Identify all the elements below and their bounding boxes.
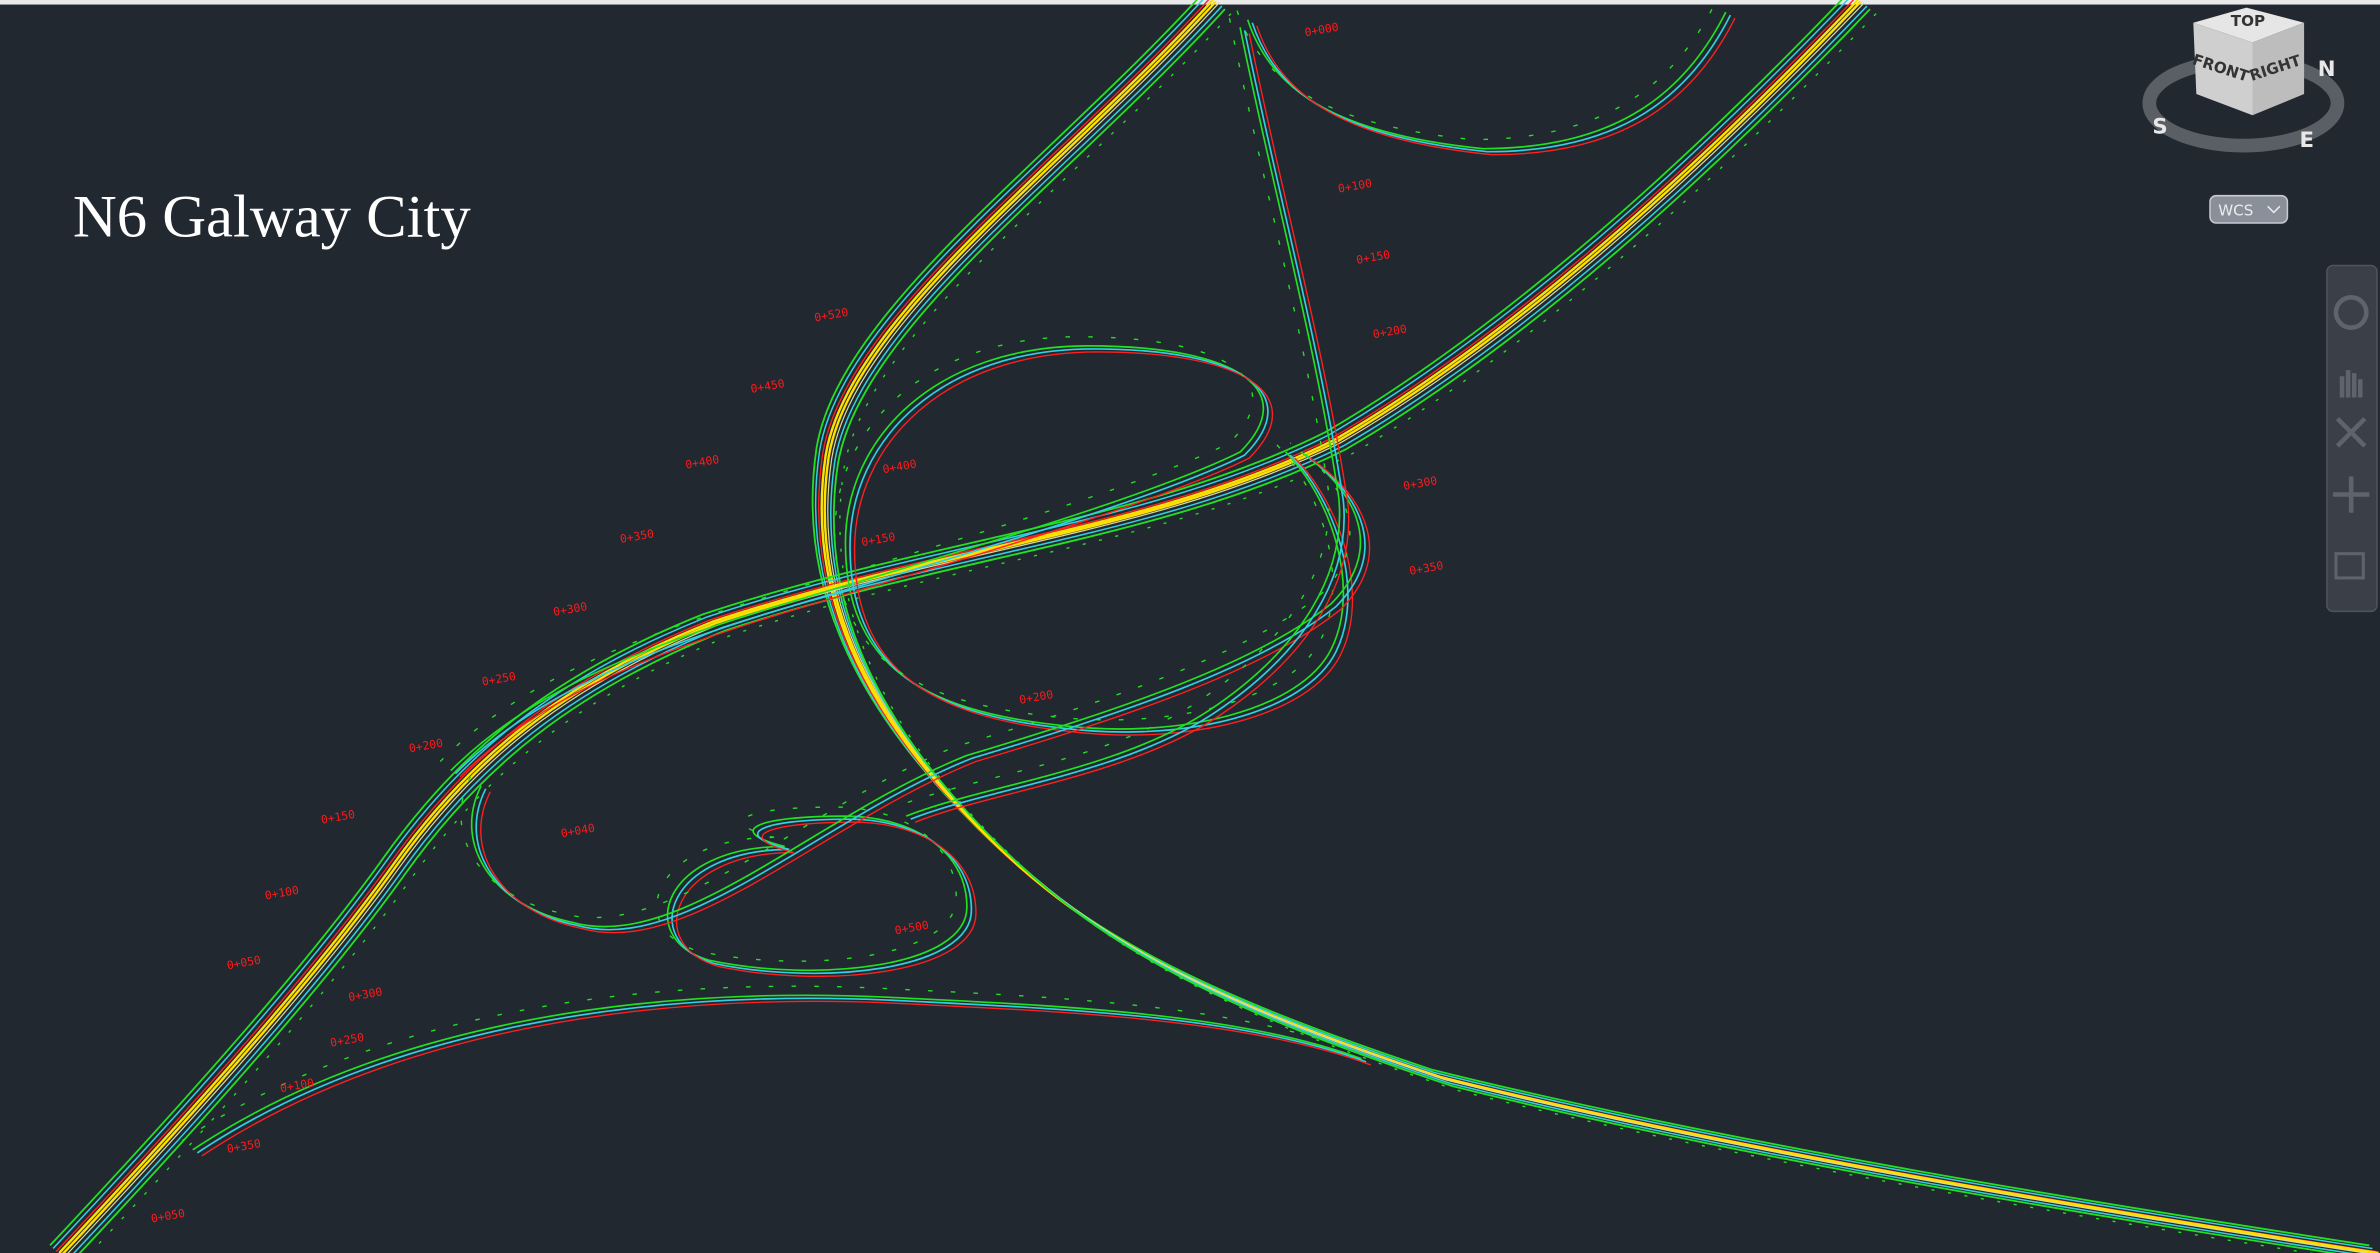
ucs-arrow bbox=[2267, 205, 2281, 214]
chainage-label: 0+100 bbox=[279, 1075, 315, 1095]
cube-top bbox=[2193, 7, 2305, 43]
showmotion[interactable] bbox=[2334, 552, 2365, 580]
ramp-strand bbox=[666, 815, 968, 972]
zoom-extents[interactable] bbox=[2335, 417, 2367, 448]
chainage-label: 0+300 bbox=[1402, 473, 1438, 493]
ucs-menu[interactable]: WCS bbox=[2209, 194, 2289, 224]
ramp-strand bbox=[905, 26, 1341, 817]
road-strand bbox=[820, 0, 2380, 1253]
chainage-label: 0+200 bbox=[1018, 687, 1054, 707]
road-strand bbox=[817, 0, 2377, 1253]
ramp-strand bbox=[675, 821, 977, 978]
compass-e: E bbox=[2300, 128, 2315, 153]
ramp-strand bbox=[480, 457, 1371, 934]
road-strand bbox=[832, 8, 2380, 1253]
ramp-strand bbox=[201, 1000, 1372, 1157]
chainage-label: 0+300 bbox=[552, 599, 588, 619]
ramp-strand bbox=[909, 29, 1345, 820]
chainage-label: 0+400 bbox=[881, 456, 917, 476]
chainage-label: 0+100 bbox=[1337, 176, 1373, 196]
ramp-strand bbox=[914, 32, 1350, 823]
ucs-label: WCS bbox=[2218, 201, 2253, 219]
road-strand bbox=[830, 5, 2380, 1253]
compass-n: N bbox=[2318, 57, 2336, 82]
cube-front bbox=[2193, 22, 2253, 116]
cube-top-label: TOP bbox=[2231, 12, 2265, 30]
chainage-label: 0+100 bbox=[264, 883, 300, 903]
orbit-tool[interactable] bbox=[2332, 476, 2370, 513]
window-edge bbox=[0, 0, 2380, 5]
chainage-label: 0+450 bbox=[749, 376, 785, 396]
chainage-label: 0+200 bbox=[408, 736, 444, 756]
road-strand bbox=[823, 0, 2380, 1253]
chainage-label: 0+200 bbox=[1372, 321, 1408, 341]
chainage-label: 0+250 bbox=[329, 1030, 365, 1050]
navigation-bar bbox=[2326, 264, 2378, 613]
chainage-label: 0+350 bbox=[619, 526, 655, 546]
chainage-label: 0+050 bbox=[150, 1206, 186, 1226]
ramp-strand bbox=[196, 997, 1367, 1154]
chainage-label: 0+150 bbox=[860, 529, 896, 549]
road-strand bbox=[814, 0, 2374, 1250]
road-strand bbox=[826, 2, 2380, 1253]
chainage-label: 0+150 bbox=[320, 807, 356, 827]
ramp-strand bbox=[1256, 17, 1736, 156]
road-strand bbox=[839, 12, 2380, 1253]
navbar-panel bbox=[2326, 264, 2378, 613]
chainage-label: 0+500 bbox=[894, 918, 930, 938]
ucs-button bbox=[2209, 194, 2289, 224]
chainage-label: 0+350 bbox=[1408, 558, 1444, 578]
ramp-strand bbox=[671, 818, 973, 975]
chainage-label: 0+250 bbox=[481, 669, 517, 689]
chainage-label: 0+400 bbox=[684, 452, 720, 472]
ramp-strand bbox=[181, 985, 1352, 1142]
pan-tool[interactable] bbox=[2339, 370, 2363, 398]
chainage-label: 0+300 bbox=[347, 984, 383, 1004]
chainage-label: 0+000 bbox=[1303, 20, 1339, 40]
drawing-title: N6 Galway City bbox=[73, 184, 472, 251]
steering-wheel[interactable] bbox=[2333, 295, 2369, 330]
chainage-label: 0+040 bbox=[560, 821, 596, 841]
chainage-labels: 0+520 0+450 0+400 0+350 0+300 0+250 0+200 0+150… bbox=[150, 20, 1445, 1226]
chainage-label: 0+350 bbox=[226, 1136, 262, 1156]
cube-right bbox=[2252, 22, 2305, 116]
viewcube[interactable]: TOP FRONT RIGHT N S E bbox=[2142, 7, 2345, 154]
chainage-label: 0+050 bbox=[226, 953, 262, 973]
chainage-label: 0+520 bbox=[813, 305, 849, 325]
chainage-label: 0+150 bbox=[1355, 247, 1391, 267]
ramp-strand bbox=[475, 454, 1366, 931]
compass-s: S bbox=[2152, 114, 2167, 139]
